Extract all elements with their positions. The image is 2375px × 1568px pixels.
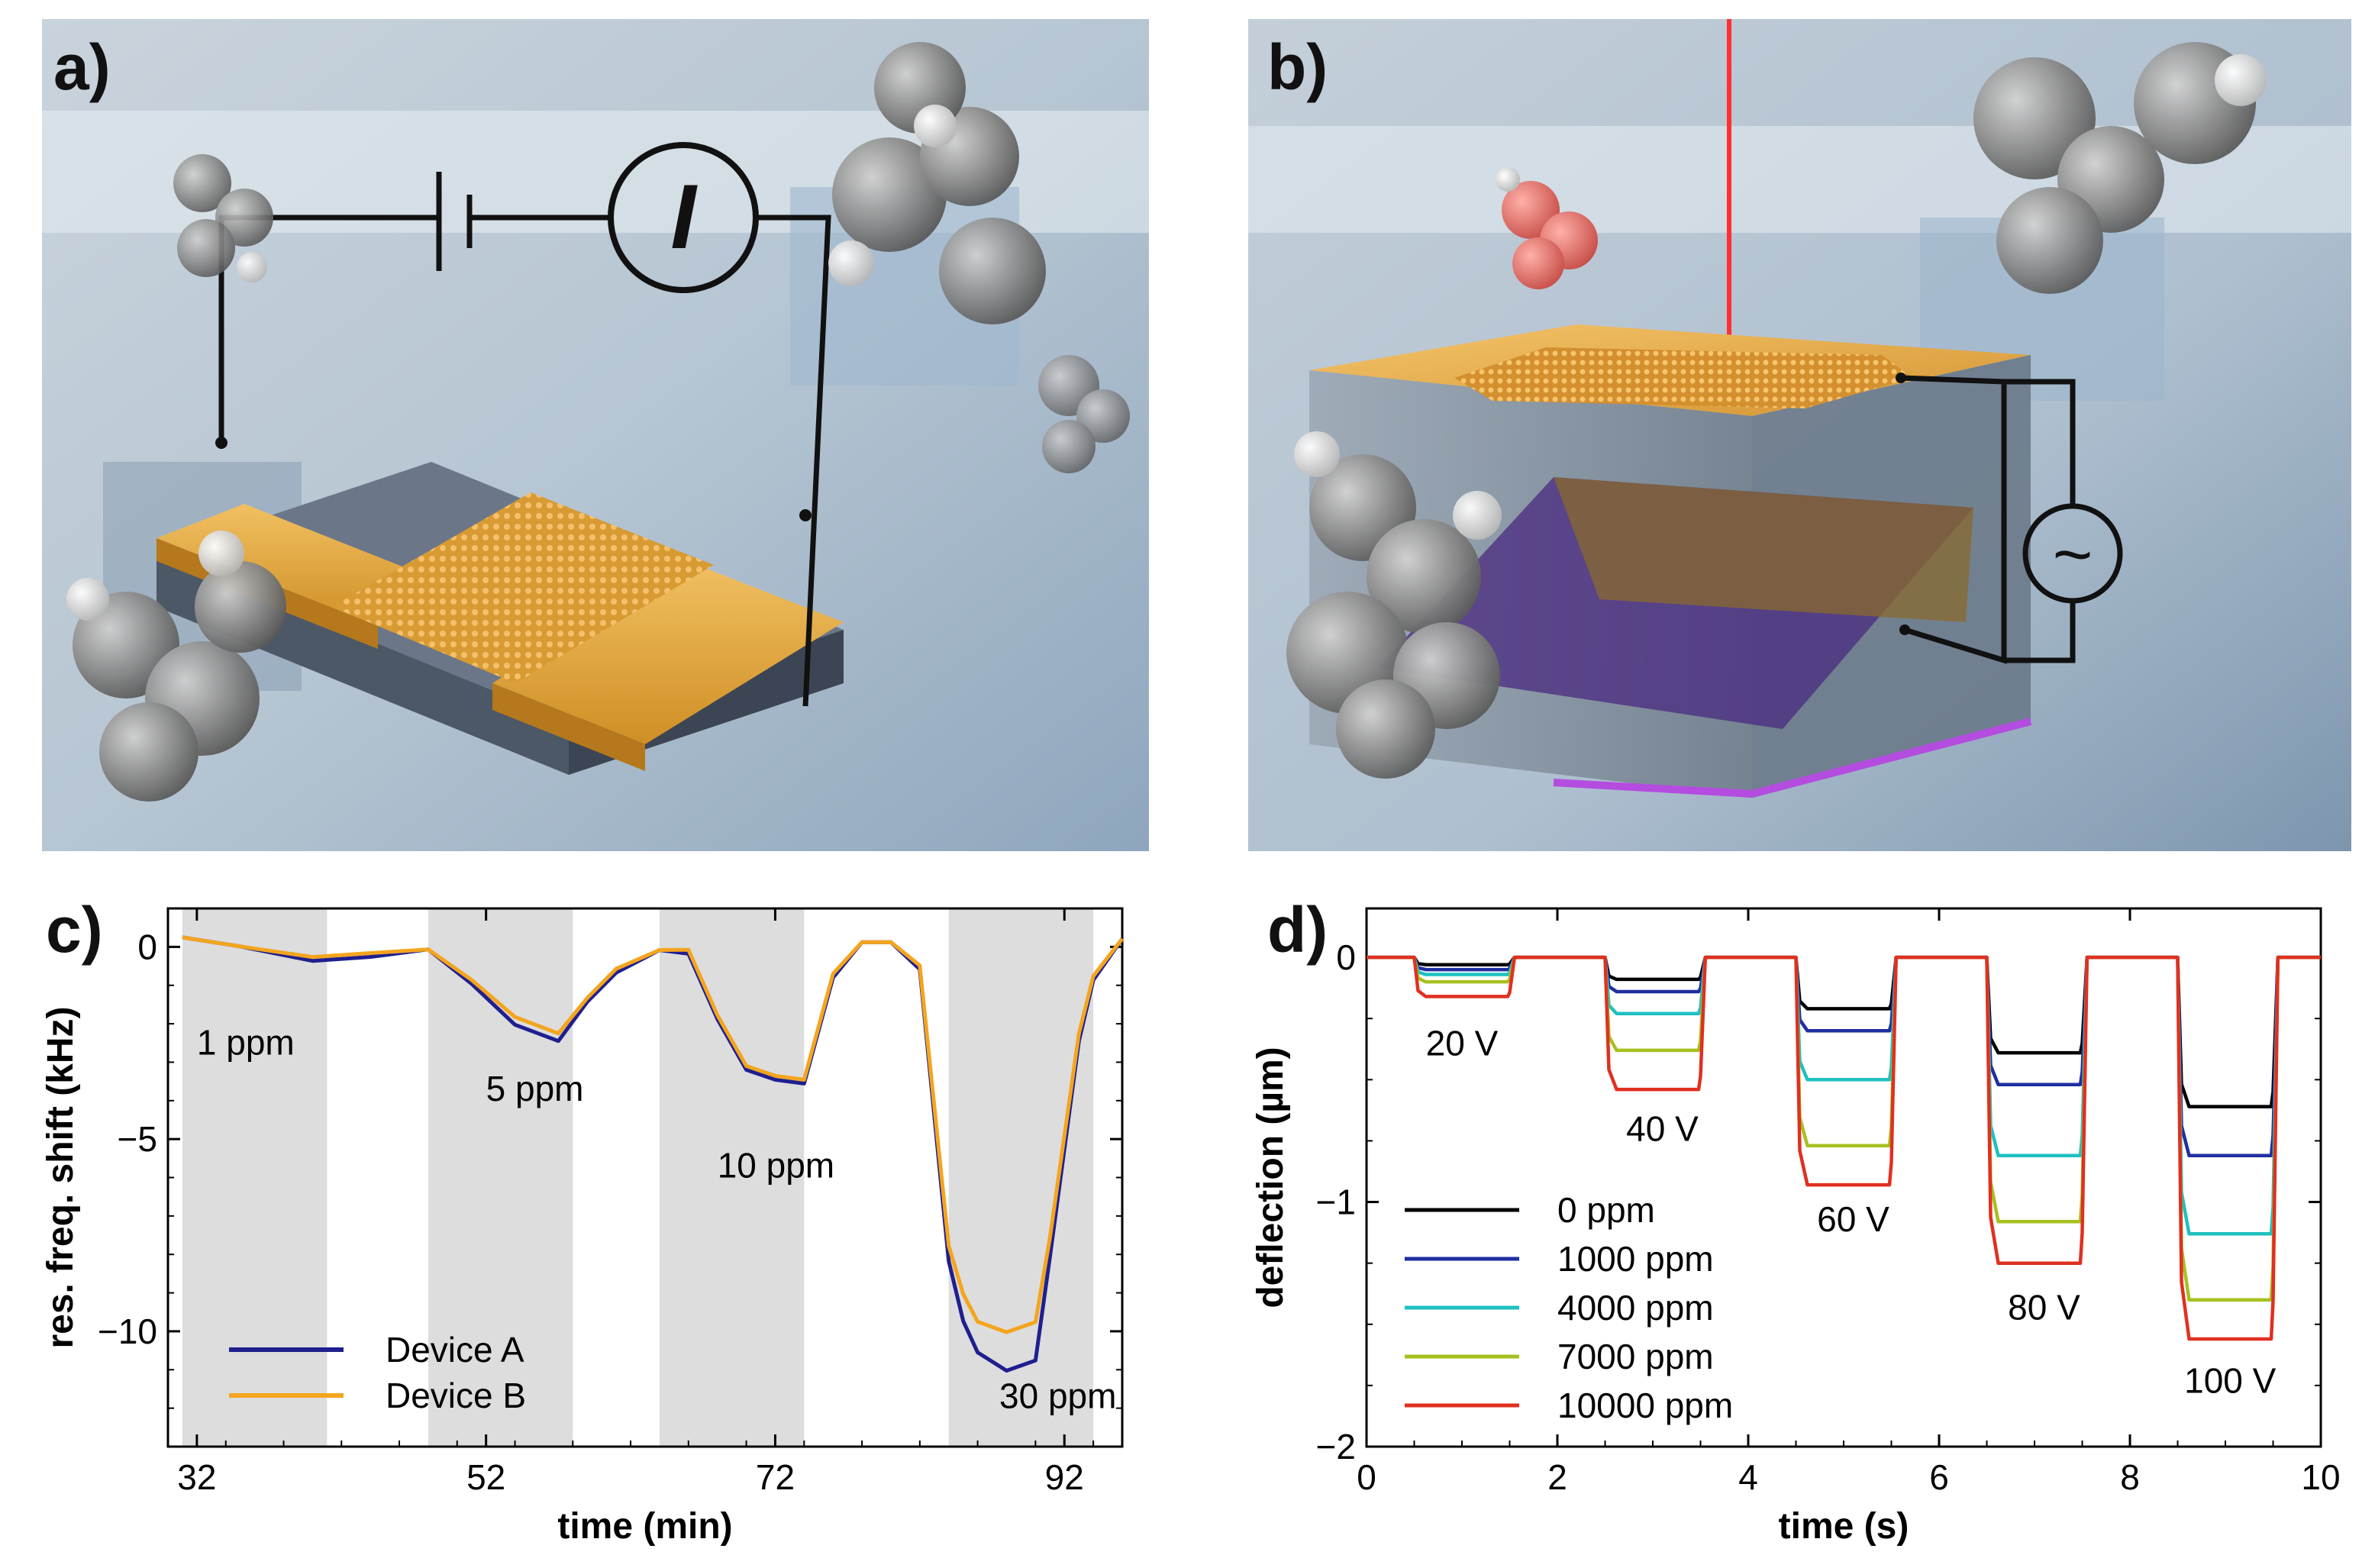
panel-label-c: c) xyxy=(46,894,103,966)
panel-a-illustration: I xyxy=(42,19,1149,851)
annotation-label: 1 ppm xyxy=(197,1022,295,1062)
y-tick-label: 0 xyxy=(137,927,157,966)
ac-source-icon xyxy=(2022,503,2123,604)
voltage-label: 20 V xyxy=(1426,1023,1499,1063)
voltage-label: 40 V xyxy=(1626,1108,1699,1148)
voltage-label: 60 V xyxy=(1817,1199,1889,1239)
annotation-label: 30 ppm xyxy=(999,1376,1116,1416)
chart-c: 32 52 72 92 0 −5 −10 time (min) res. freq. shift… xyxy=(0,870,1176,1568)
legend-entry: 4000 ppm xyxy=(1557,1288,1714,1328)
voltage-label: 80 V xyxy=(2008,1287,2080,1327)
molecule-bottom-icon xyxy=(1286,431,1502,779)
panel-b-render: ~ xyxy=(1248,19,2351,851)
x-tick-label: 10 xyxy=(2301,1457,2340,1497)
shaded-interval xyxy=(182,908,328,1447)
shaded-interval xyxy=(659,908,805,1447)
y-tick-label: 0 xyxy=(1336,937,1356,977)
chart-c-svg: 32 52 72 92 0 −5 −10 time (min) res. freq. shift… xyxy=(40,907,1125,1547)
panel-b-illustration: ~ xyxy=(1248,19,2351,851)
annotation-label: 5 ppm xyxy=(486,1069,584,1108)
x-tick-label: 72 xyxy=(756,1457,795,1497)
series-line-device-b xyxy=(182,935,1124,1334)
y-axis-label: res. freq. shift (kHz) xyxy=(40,1006,81,1348)
molecule-red-icon xyxy=(1496,167,1598,289)
panel-label-a: a) xyxy=(53,31,111,103)
y-axis-label: deflection (µm) xyxy=(1250,1047,1291,1308)
molecule-small-icon xyxy=(173,154,273,282)
ac-source-symbol: ~ xyxy=(2053,517,2093,593)
y-tick-label: −5 xyxy=(118,1119,157,1159)
panel-label-d: d) xyxy=(1267,894,1328,966)
ammeter-symbol: I xyxy=(670,166,698,268)
x-tick-label: 32 xyxy=(177,1457,216,1497)
molecule-cluster-icon xyxy=(1973,42,2267,294)
x-tick-label: 52 xyxy=(466,1457,505,1497)
x-tick-label: 92 xyxy=(1045,1457,1084,1497)
chart-d: 0 2 4 6 8 10 0 −1 −2 time (s) deflection (µm) 20 V 4… xyxy=(1221,870,2375,1568)
x-tick-label: 4 xyxy=(1738,1457,1758,1497)
x-tick-label: 8 xyxy=(2120,1457,2140,1497)
molecule-right-icon xyxy=(1038,355,1130,473)
x-tick-label: 2 xyxy=(1547,1457,1567,1497)
legend-entry: 0 ppm xyxy=(1557,1190,1655,1230)
annotation-label: 10 ppm xyxy=(718,1146,834,1186)
series-line-10000-ppm xyxy=(1367,955,2321,1341)
x-tick-label: 6 xyxy=(1929,1457,1949,1497)
legend-entry: 7000 ppm xyxy=(1557,1337,1714,1376)
x-tick-label: 0 xyxy=(1357,1457,1376,1497)
legend-entry: 10000 ppm xyxy=(1557,1386,1733,1425)
y-tick-label: −10 xyxy=(98,1312,157,1351)
y-tick-label: −1 xyxy=(1316,1182,1356,1222)
legend-entry: 1000 ppm xyxy=(1557,1239,1714,1279)
shaded-interval xyxy=(948,908,1094,1447)
molecule-cluster-icon xyxy=(828,42,1046,324)
y-tick-label: −2 xyxy=(1316,1427,1356,1466)
panel-a-render: I xyxy=(42,19,1149,851)
x-axis-label: time (min) xyxy=(557,1506,732,1547)
voltage-label: 100 V xyxy=(2184,1361,2277,1401)
x-axis-label: time (s) xyxy=(1779,1506,1909,1547)
shaded-interval xyxy=(428,908,573,1447)
ammeter-icon xyxy=(608,142,759,293)
series-line-device-a xyxy=(182,935,1125,1373)
legend-entry: Device A xyxy=(386,1330,524,1370)
molecule-bottom-icon xyxy=(66,531,286,802)
legend-entry: Device B xyxy=(386,1376,526,1415)
chart-d-svg: 0 2 4 6 8 10 0 −1 −2 time (s) deflection (µm) 20 V 4… xyxy=(1250,907,2341,1547)
panel-label-b: b) xyxy=(1267,31,1328,103)
